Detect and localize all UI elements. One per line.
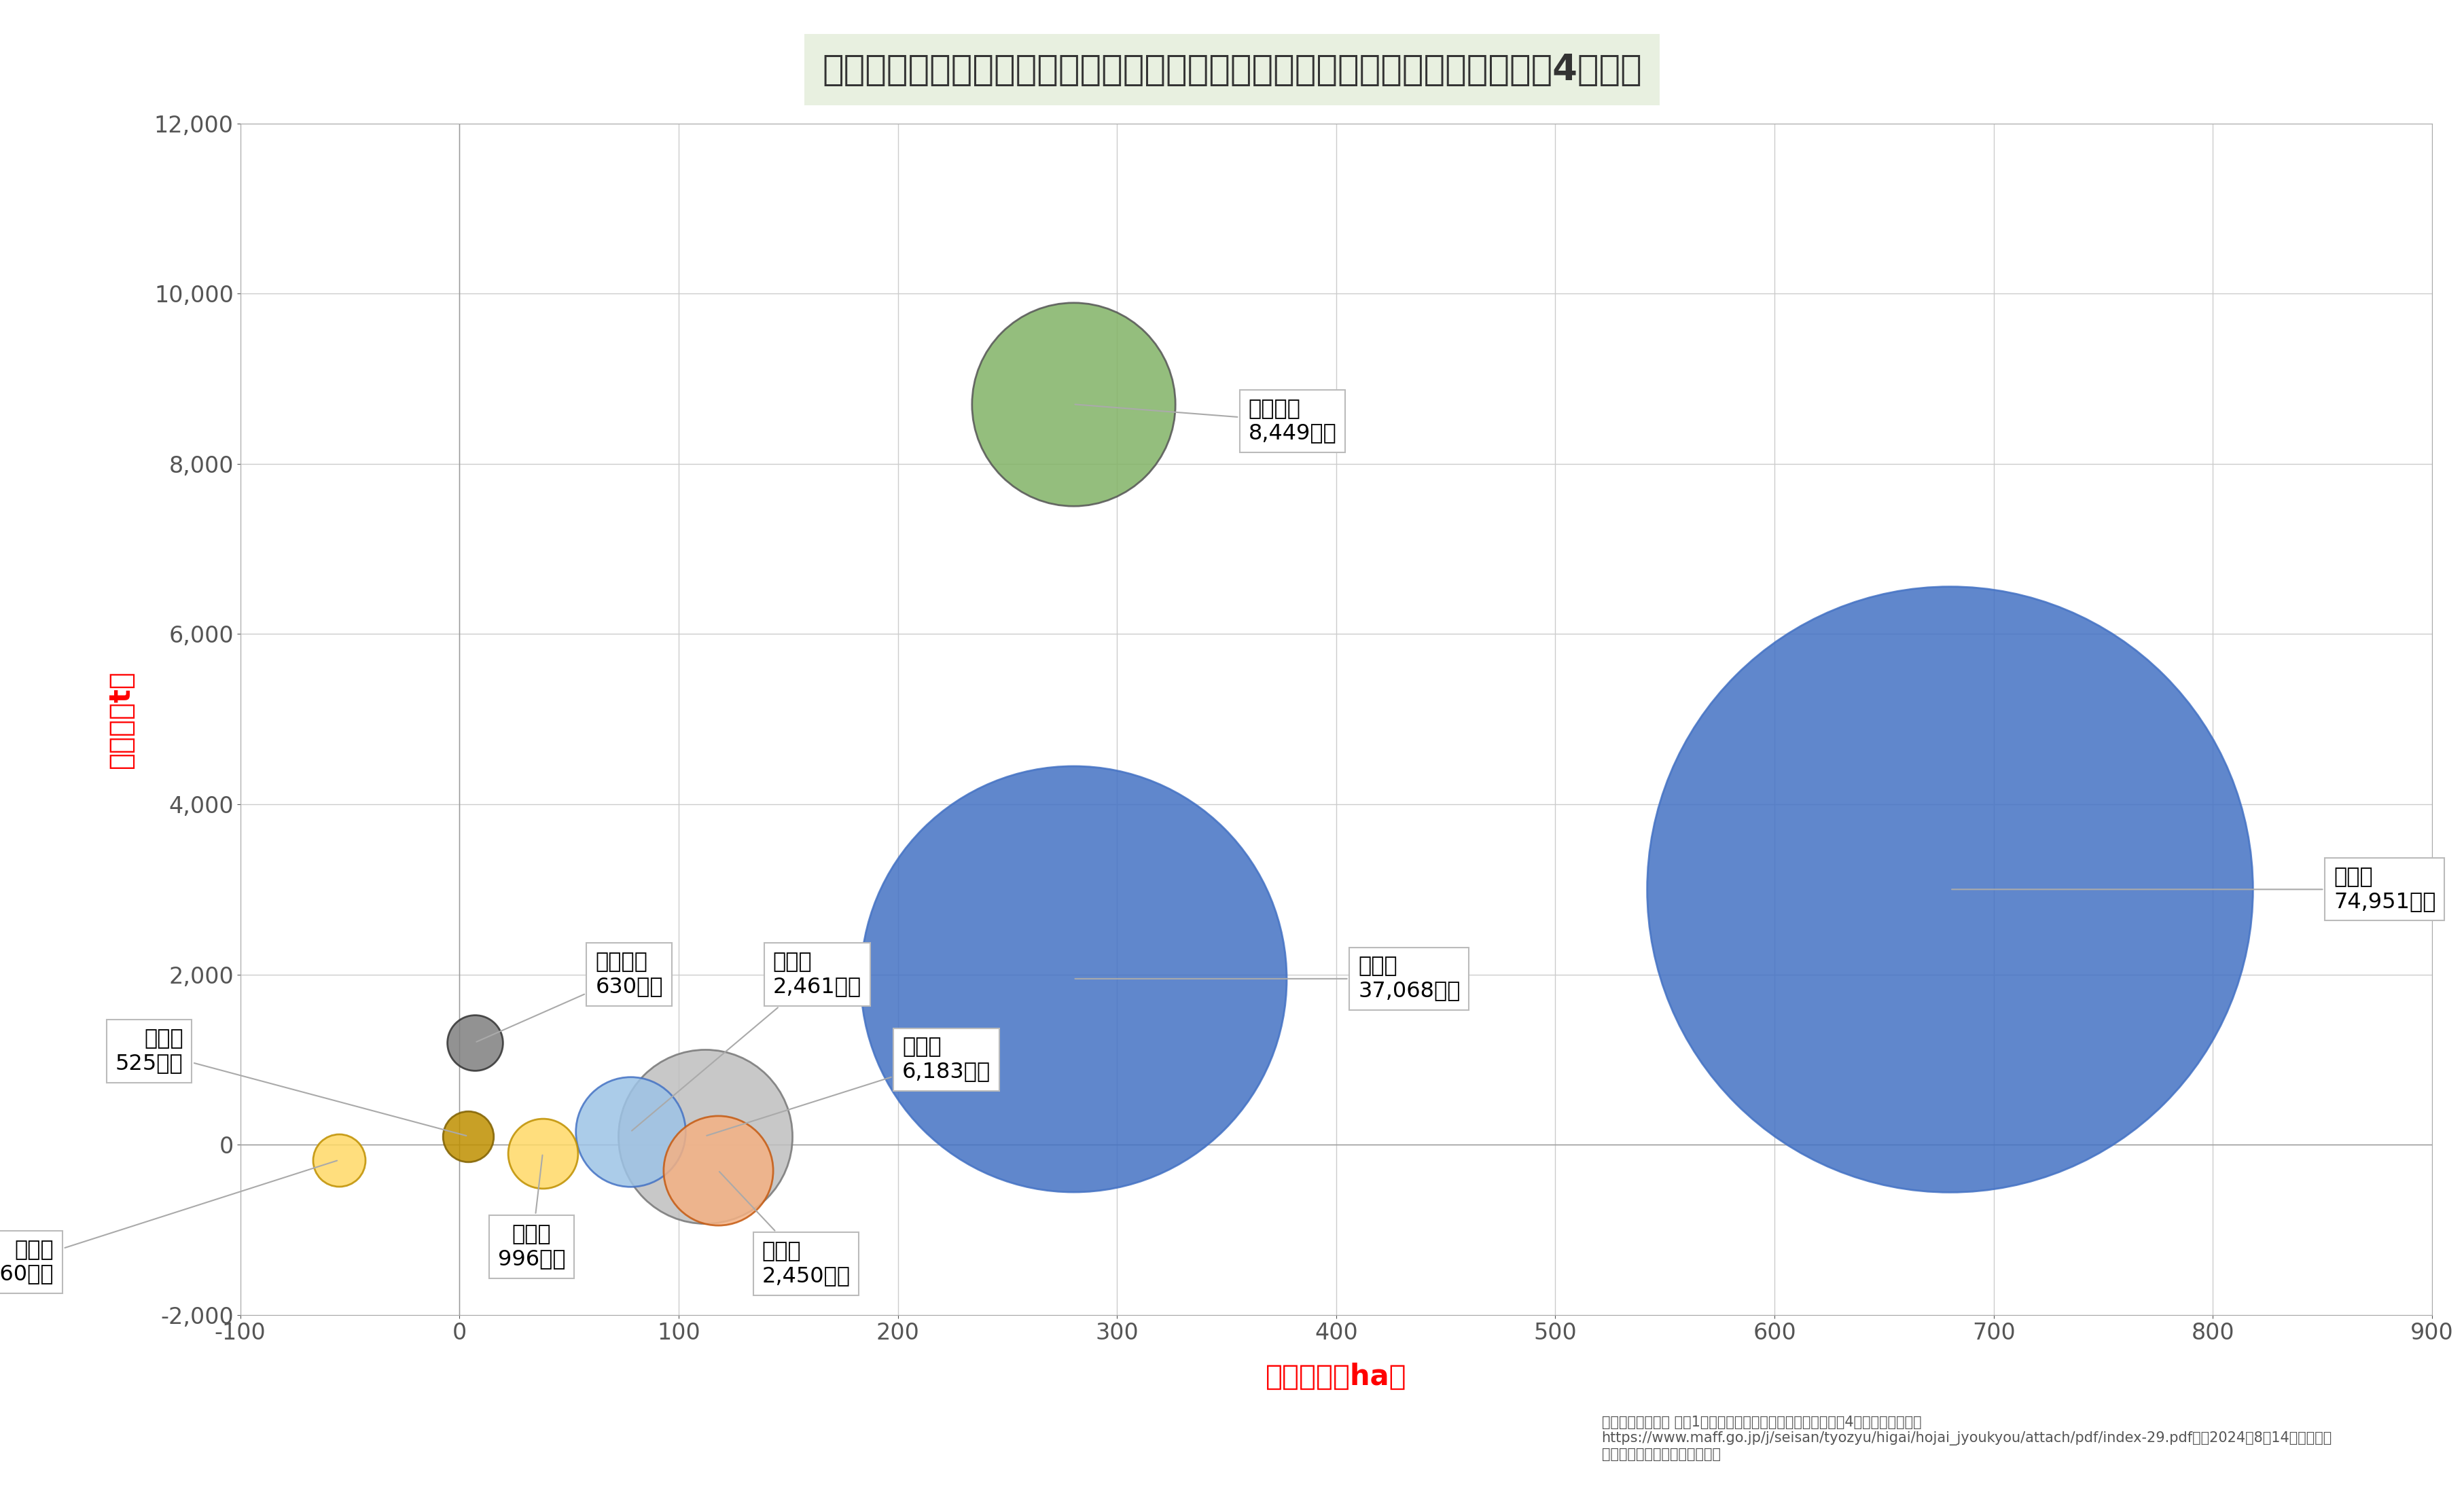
Text: その他
560万円: その他 560万円 bbox=[0, 1160, 338, 1285]
Text: 果　樹
74,951万円: 果 樹 74,951万円 bbox=[1951, 866, 2437, 912]
Text: マメ類
2,450万円: マメ類 2,450万円 bbox=[719, 1172, 850, 1287]
Point bbox=[456, 1030, 495, 1054]
Text: カラスによる農作物被害：農作物ごとの被害面積・被害量・被害金額（令和4年度）: カラスによる農作物被害：農作物ごとの被害面積・被害量・被害金額（令和4年度） bbox=[823, 52, 1641, 88]
Text: ムギ類
2,461万円: ムギ類 2,461万円 bbox=[631, 951, 862, 1130]
Point bbox=[1055, 966, 1094, 990]
Text: イ　ネ
6,183万円: イ ネ 6,183万円 bbox=[707, 1036, 991, 1136]
Point bbox=[320, 1148, 360, 1172]
Text: 野　菜
37,068万円: 野 菜 37,068万円 bbox=[1074, 956, 1461, 1002]
Text: いも類
525万円: いも類 525万円 bbox=[116, 1029, 466, 1136]
Point bbox=[611, 1120, 650, 1144]
Text: 工芸作物
630万円: 工芸作物 630万円 bbox=[476, 951, 663, 1042]
Point bbox=[522, 1141, 562, 1164]
Text: 飼料作物
8,449万円: 飼料作物 8,449万円 bbox=[1074, 398, 1338, 444]
X-axis label: 被害面積（ha）: 被害面積（ha） bbox=[1266, 1363, 1407, 1391]
Point bbox=[1929, 878, 1969, 902]
Text: 雑　穀
996万円: 雑 穀 996万円 bbox=[498, 1156, 567, 1269]
Y-axis label: 被害量（t）: 被害量（t） bbox=[106, 669, 136, 768]
Text: 出典：農林水産省 参考1野生鳥獣による農作物被害状況（令和4年度）を基に作成
https://www.maff.go.jp/j/seisan/tyozyu/hi: 出典：農林水産省 参考1野生鳥獣による農作物被害状況（令和4年度）を基に作成 h… bbox=[1602, 1415, 2331, 1461]
Point bbox=[685, 1124, 724, 1148]
Point bbox=[448, 1124, 488, 1148]
Point bbox=[1055, 392, 1094, 416]
Point bbox=[697, 1159, 737, 1182]
